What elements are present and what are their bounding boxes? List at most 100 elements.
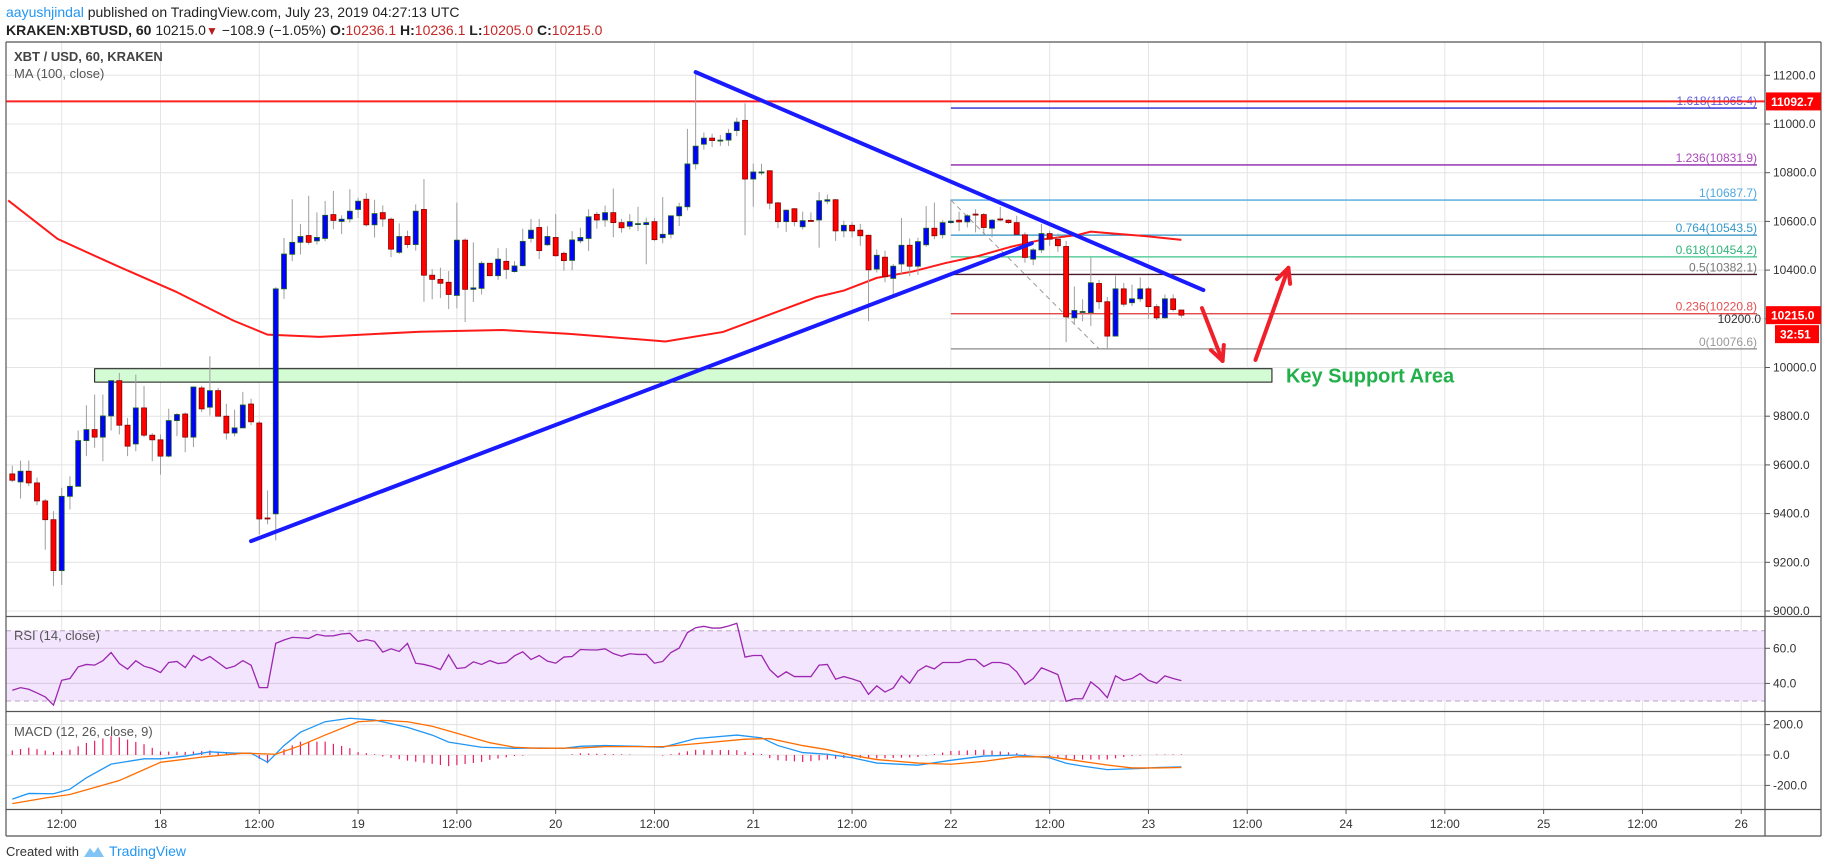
candle[interactable] <box>882 250 888 283</box>
candle[interactable] <box>289 199 296 262</box>
candle[interactable] <box>17 460 24 499</box>
candle[interactable] <box>42 498 49 550</box>
candle[interactable] <box>239 391 246 429</box>
candle[interactable] <box>346 189 353 223</box>
candle[interactable] <box>445 271 452 310</box>
candle[interactable] <box>840 220 847 238</box>
candle[interactable] <box>552 214 559 257</box>
candle[interactable] <box>857 223 864 246</box>
candle[interactable] <box>34 477 40 506</box>
candle[interactable] <box>742 103 748 236</box>
candle[interactable] <box>956 211 962 232</box>
candle[interactable] <box>989 218 995 238</box>
candle[interactable] <box>923 206 930 247</box>
descending-trendline[interactable] <box>693 70 1206 293</box>
candle[interactable] <box>569 231 576 271</box>
candle[interactable] <box>832 198 839 241</box>
candle[interactable] <box>775 201 781 229</box>
candle[interactable] <box>1120 283 1127 307</box>
candle[interactable] <box>1087 257 1094 327</box>
ascending-trendline[interactable] <box>249 241 1034 544</box>
author-link[interactable]: aayushjindal <box>6 4 84 20</box>
candle[interactable] <box>808 212 814 222</box>
arrow-annotation[interactable] <box>1199 306 1226 363</box>
candle[interactable] <box>1030 248 1037 266</box>
candle[interactable] <box>602 205 608 227</box>
candle[interactable] <box>355 197 361 218</box>
candle[interactable] <box>182 412 189 453</box>
candle[interactable] <box>281 237 287 299</box>
candle[interactable] <box>906 238 913 277</box>
candle[interactable] <box>165 408 172 458</box>
candle[interactable] <box>890 264 897 295</box>
candle[interactable] <box>1178 309 1185 318</box>
candle[interactable] <box>486 262 493 277</box>
candle[interactable] <box>388 217 394 258</box>
candle[interactable] <box>470 242 477 302</box>
candle[interactable] <box>915 237 921 275</box>
candle[interactable] <box>717 134 724 146</box>
candle[interactable] <box>75 430 82 487</box>
candle[interactable] <box>931 202 938 240</box>
candle[interactable] <box>404 230 411 249</box>
candle[interactable] <box>124 417 131 457</box>
candle[interactable] <box>478 261 485 295</box>
candle[interactable] <box>132 374 139 452</box>
candle[interactable] <box>1071 286 1078 324</box>
candle[interactable] <box>495 248 501 280</box>
candle[interactable] <box>231 409 238 437</box>
candle[interactable] <box>659 197 666 244</box>
candle[interactable] <box>544 226 551 246</box>
candle[interactable] <box>99 394 106 462</box>
candle[interactable] <box>849 221 855 238</box>
candle[interactable] <box>898 217 905 275</box>
candle[interactable] <box>1162 294 1168 319</box>
candle[interactable] <box>297 224 304 255</box>
candle[interactable] <box>149 433 156 462</box>
candle[interactable] <box>141 386 147 438</box>
candle[interactable] <box>676 202 683 227</box>
candle[interactable] <box>700 132 707 150</box>
candle[interactable] <box>462 238 469 322</box>
candle[interactable] <box>9 465 16 483</box>
candle[interactable] <box>964 214 971 228</box>
candle[interactable] <box>314 212 320 245</box>
candle[interactable] <box>330 190 337 230</box>
candle[interactable] <box>725 128 732 146</box>
arrow-annotation[interactable] <box>1253 265 1293 362</box>
candle[interactable] <box>1129 284 1135 307</box>
candle[interactable] <box>67 476 73 510</box>
candle[interactable] <box>248 398 254 426</box>
candle[interactable] <box>618 218 625 233</box>
candle[interactable] <box>651 217 658 241</box>
candle[interactable] <box>684 128 691 211</box>
candle[interactable] <box>692 72 699 170</box>
candle[interactable] <box>108 380 114 431</box>
candle[interactable] <box>1046 231 1053 246</box>
candle[interactable] <box>873 249 880 273</box>
candle[interactable] <box>816 192 823 248</box>
candle[interactable] <box>206 356 213 416</box>
candle[interactable] <box>379 205 386 227</box>
candle[interactable] <box>256 421 263 535</box>
candle[interactable] <box>1038 223 1045 254</box>
candle[interactable] <box>371 199 378 238</box>
candle[interactable] <box>783 209 790 232</box>
candle[interactable] <box>116 372 123 435</box>
candle[interactable] <box>799 211 806 230</box>
candle[interactable] <box>1170 294 1177 312</box>
candle[interactable] <box>305 195 312 245</box>
macd-pane[interactable] <box>6 717 1765 805</box>
candle[interactable] <box>709 133 716 148</box>
candle[interactable] <box>174 413 180 437</box>
candle[interactable] <box>750 163 757 207</box>
candle[interactable] <box>1112 275 1119 337</box>
candle[interactable] <box>635 206 641 232</box>
candle[interactable] <box>363 193 370 227</box>
candle[interactable] <box>939 220 946 239</box>
candle[interactable] <box>322 200 329 242</box>
candle[interactable] <box>511 261 518 273</box>
candle[interactable] <box>980 212 987 236</box>
rsi-pane[interactable] <box>6 622 1765 707</box>
